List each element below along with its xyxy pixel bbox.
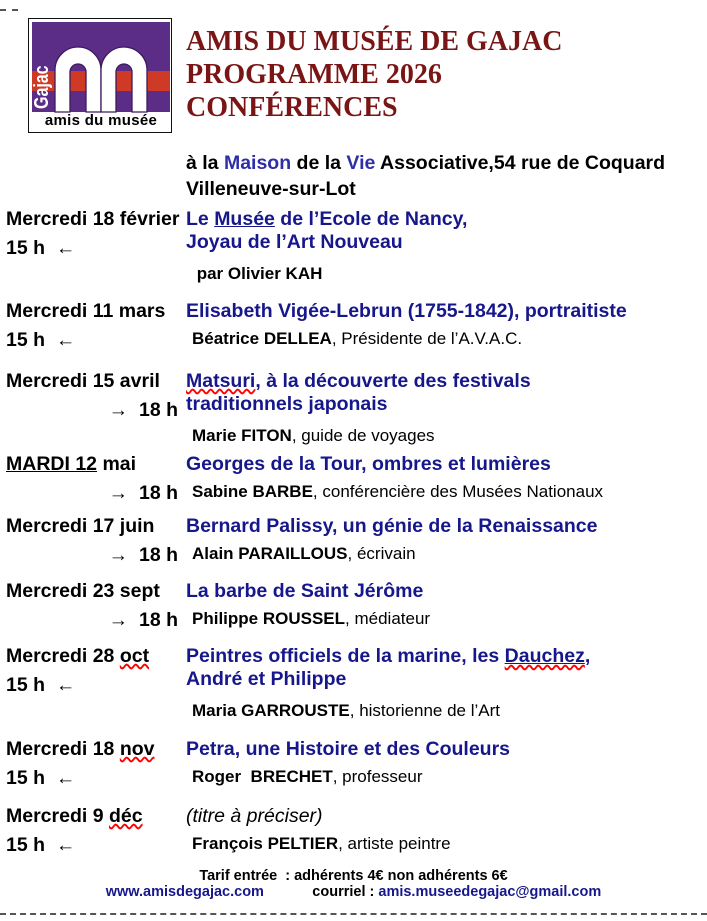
svg-text:Gajac: Gajac bbox=[30, 65, 52, 109]
